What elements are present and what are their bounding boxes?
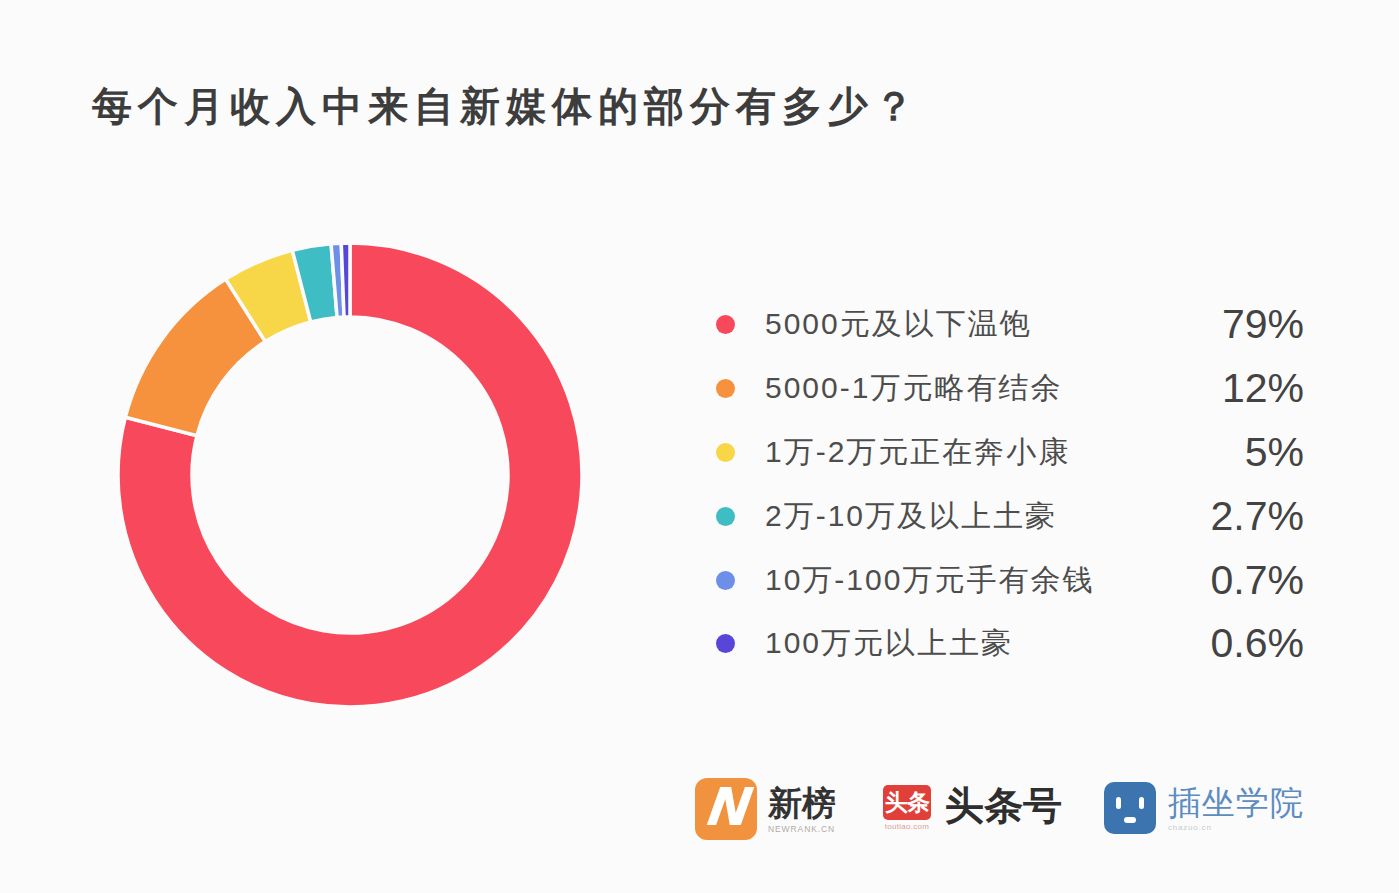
newrank-logo: N 新榜 NEWRANK.CN [695, 778, 836, 840]
legend-value: 2.7% [1211, 493, 1304, 540]
legend-color-dot [716, 443, 735, 462]
legend-value: 0.6% [1211, 620, 1304, 667]
donut-segment [341, 243, 350, 317]
legend-value: 79% [1222, 301, 1304, 348]
legend-item: 1万-2万元正在奔小康5% [716, 421, 1304, 485]
chart-legend: 5000元及以下温饱79%5000-1万元略有结余12%1万-2万元正在奔小康5… [716, 293, 1304, 676]
newrank-n-letter: N [701, 778, 751, 838]
legend-label: 5000元及以下温饱 [765, 304, 1222, 345]
chazuo-label: 插坐学院 [1168, 786, 1304, 820]
legend-value: 0.7% [1211, 557, 1304, 604]
legend-value: 12% [1222, 365, 1304, 412]
legend-item: 100万元以上土豪0.6% [716, 612, 1304, 676]
newrank-sublabel: NEWRANK.CN [768, 824, 836, 834]
legend-color-dot [716, 634, 735, 653]
chazuo-sublabel: chazuo.cn [1168, 823, 1304, 832]
legend-label: 5000-1万元略有结余 [765, 368, 1222, 409]
legend-color-dot [716, 507, 735, 526]
legend-item: 2万-10万及以上土豪2.7% [716, 484, 1304, 548]
legend-label: 2万-10万及以上土豪 [765, 496, 1211, 537]
chazuo-logo: 插坐学院 chazuo.cn [1104, 782, 1304, 834]
legend-label: 100万元以上土豪 [765, 623, 1211, 664]
donut-chart [110, 235, 590, 715]
toutiao-logo: 头条 toutiao.com 头条号 [883, 785, 1062, 831]
legend-item: 5000-1万元略有结余12% [716, 357, 1304, 421]
newrank-label: 新榜 [768, 786, 836, 820]
chazuo-face-icon [1104, 782, 1156, 834]
legend-color-dot [716, 315, 735, 334]
legend-label: 1万-2万元正在奔小康 [765, 432, 1245, 473]
legend-value: 5% [1245, 429, 1304, 476]
newrank-n-icon: N [695, 778, 757, 840]
legend-item: 10万-100万元手有余钱0.7% [716, 548, 1304, 612]
legend-color-dot [716, 571, 735, 590]
legend-item: 5000元及以下温饱79% [716, 293, 1304, 357]
toutiao-sublabel: toutiao.com [885, 822, 930, 831]
legend-label: 10万-100万元手有余钱 [765, 560, 1211, 601]
toutiao-label: 头条号 [945, 784, 1062, 828]
toutiao-icon: 头条 [883, 785, 931, 820]
legend-color-dot [716, 379, 735, 398]
page-title: 每个月收入中来自新媒体的部分有多少？ [92, 84, 920, 128]
